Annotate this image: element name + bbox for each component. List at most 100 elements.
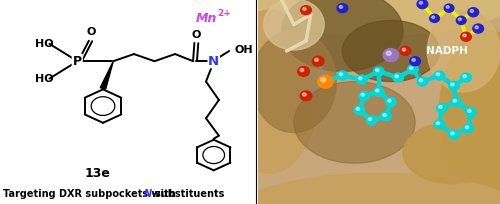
Circle shape xyxy=(468,110,471,112)
Circle shape xyxy=(473,24,484,33)
Ellipse shape xyxy=(427,10,500,92)
Circle shape xyxy=(312,56,324,66)
Circle shape xyxy=(376,69,379,72)
Circle shape xyxy=(470,10,474,12)
Text: N: N xyxy=(144,189,152,199)
Circle shape xyxy=(460,32,471,41)
Circle shape xyxy=(436,104,447,113)
Circle shape xyxy=(318,75,333,88)
Circle shape xyxy=(444,4,454,12)
Circle shape xyxy=(298,67,310,76)
Text: NADPH: NADPH xyxy=(426,46,468,56)
Circle shape xyxy=(368,118,372,121)
Text: O: O xyxy=(86,27,96,37)
Circle shape xyxy=(300,69,304,72)
Circle shape xyxy=(374,87,384,96)
Circle shape xyxy=(475,26,478,29)
Ellipse shape xyxy=(264,0,324,50)
Circle shape xyxy=(419,79,422,82)
Circle shape xyxy=(436,73,440,76)
Text: N: N xyxy=(208,55,220,68)
Circle shape xyxy=(463,124,474,133)
Circle shape xyxy=(438,105,442,108)
Circle shape xyxy=(450,132,454,135)
Text: OH: OH xyxy=(234,45,253,55)
Circle shape xyxy=(450,83,454,86)
Text: HO: HO xyxy=(35,73,54,84)
Circle shape xyxy=(366,116,377,125)
Text: Mn: Mn xyxy=(196,12,217,25)
Circle shape xyxy=(402,48,406,51)
Text: P: P xyxy=(72,55,82,68)
Ellipse shape xyxy=(294,82,415,163)
Text: Targeting DXR subpockets with: Targeting DXR subpockets with xyxy=(2,189,178,199)
Ellipse shape xyxy=(221,10,318,173)
Circle shape xyxy=(417,0,428,9)
Circle shape xyxy=(361,93,364,96)
Circle shape xyxy=(322,79,326,82)
Circle shape xyxy=(408,65,418,74)
Ellipse shape xyxy=(233,0,500,36)
Circle shape xyxy=(356,108,360,110)
Ellipse shape xyxy=(403,122,500,184)
Circle shape xyxy=(451,98,462,106)
Circle shape xyxy=(432,16,434,19)
Circle shape xyxy=(453,99,456,102)
Circle shape xyxy=(380,112,392,121)
Circle shape xyxy=(412,59,416,61)
Circle shape xyxy=(460,73,471,82)
Circle shape xyxy=(300,6,312,15)
Circle shape xyxy=(466,108,476,117)
Circle shape xyxy=(339,6,342,8)
Ellipse shape xyxy=(342,20,440,82)
Text: 2+: 2+ xyxy=(218,9,232,18)
Circle shape xyxy=(456,16,466,24)
Circle shape xyxy=(466,126,468,129)
Ellipse shape xyxy=(252,31,336,133)
Circle shape xyxy=(410,57,420,66)
Circle shape xyxy=(303,8,306,10)
Circle shape xyxy=(376,89,379,92)
Circle shape xyxy=(448,81,460,90)
Circle shape xyxy=(337,71,347,80)
Circle shape xyxy=(386,51,391,55)
Circle shape xyxy=(410,67,413,70)
Circle shape xyxy=(386,98,396,106)
Circle shape xyxy=(354,106,364,115)
Circle shape xyxy=(383,114,386,116)
Circle shape xyxy=(358,77,362,80)
Circle shape xyxy=(356,75,367,84)
Ellipse shape xyxy=(282,0,403,71)
Circle shape xyxy=(337,4,347,13)
Circle shape xyxy=(339,73,342,76)
Circle shape xyxy=(314,58,318,61)
Text: HO: HO xyxy=(35,39,54,49)
Circle shape xyxy=(393,73,404,82)
Circle shape xyxy=(436,122,440,125)
Circle shape xyxy=(430,14,440,22)
Circle shape xyxy=(463,34,466,37)
Text: O: O xyxy=(191,30,200,40)
Circle shape xyxy=(374,67,384,76)
Circle shape xyxy=(388,99,391,102)
Circle shape xyxy=(448,130,460,139)
Ellipse shape xyxy=(233,173,500,204)
Text: -substituents: -substituents xyxy=(152,189,225,199)
Circle shape xyxy=(468,8,478,17)
Circle shape xyxy=(302,93,306,96)
Circle shape xyxy=(359,91,370,100)
Circle shape xyxy=(395,75,398,78)
Circle shape xyxy=(446,6,450,8)
Circle shape xyxy=(320,77,330,86)
Circle shape xyxy=(463,75,466,78)
Text: 13e: 13e xyxy=(85,167,111,180)
Circle shape xyxy=(434,71,444,80)
Circle shape xyxy=(417,77,428,86)
Circle shape xyxy=(434,120,444,129)
Circle shape xyxy=(419,1,422,4)
Ellipse shape xyxy=(440,31,500,194)
Circle shape xyxy=(300,91,312,101)
Circle shape xyxy=(383,49,398,62)
Circle shape xyxy=(458,18,462,21)
Polygon shape xyxy=(100,61,114,89)
